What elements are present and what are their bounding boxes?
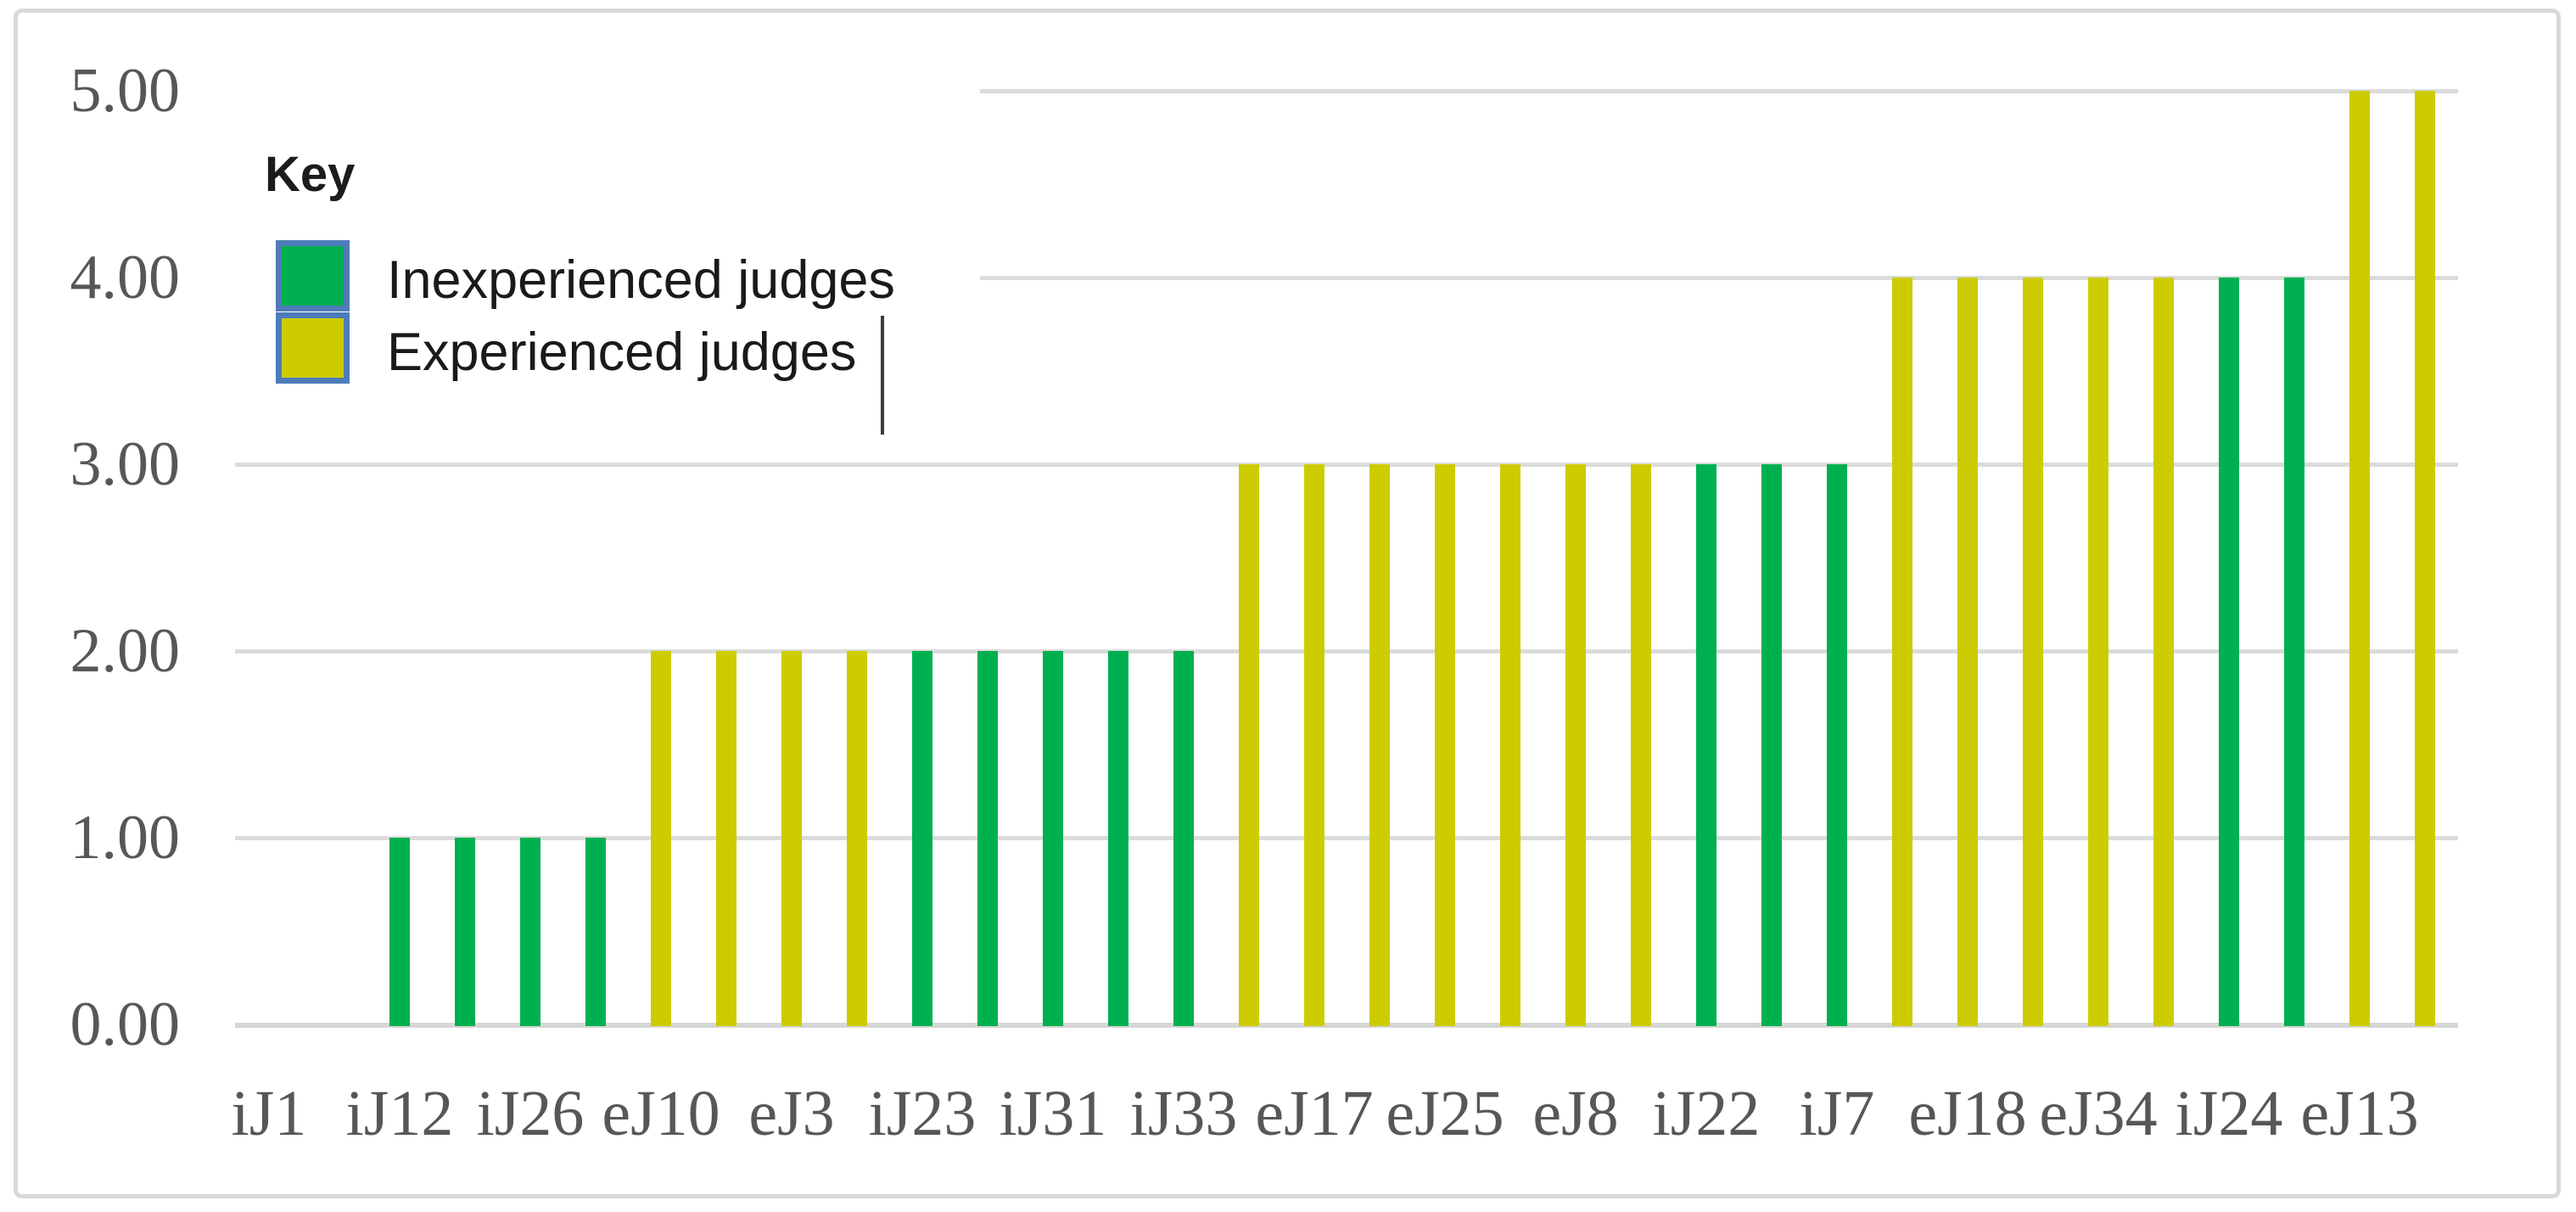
bar-iJ26 (520, 838, 540, 1026)
x-tick-label-iJ26: iJ26 (476, 1078, 585, 1149)
bar-iJ33 (1173, 651, 1194, 1026)
y-tick-label: 2.00 (70, 616, 181, 686)
x-tick-label-eJ34: eJ34 (2039, 1078, 2158, 1149)
x-tick-label-eJ18: eJ18 (1908, 1078, 2027, 1149)
bar (455, 838, 475, 1026)
x-tick-label-eJ8: eJ8 (1532, 1078, 1619, 1149)
y-tick-label: 5.00 (70, 56, 181, 126)
legend-item-inexperienced: Inexperienced judges (276, 240, 1039, 311)
bar (716, 651, 736, 1026)
gridline-y1 (235, 836, 2458, 840)
gridline-y5 (980, 89, 2458, 93)
legend-swatch-inexperienced (276, 240, 350, 311)
y-tick-label: 4.00 (70, 243, 181, 312)
x-tick-label-eJ17: eJ17 (1255, 1078, 1374, 1149)
x-tick-label-iJ1: iJ1 (231, 1078, 307, 1149)
x-tick-label-iJ33: iJ33 (1129, 1078, 1238, 1149)
bar (1500, 464, 1520, 1026)
bar-iJ22 (1696, 464, 1716, 1026)
text-cursor (881, 316, 884, 435)
bar (1108, 651, 1128, 1026)
bar-iJ24 (2219, 278, 2239, 1026)
x-tick-label-iJ31: iJ31 (999, 1078, 1107, 1149)
bar-iJ12 (389, 838, 410, 1026)
legend-swatch-experienced (276, 312, 350, 384)
y-tick-label: 1.00 (70, 803, 181, 873)
bar-iJ23 (912, 651, 932, 1026)
legend-label-experienced[interactable]: Experienced judges (387, 323, 857, 382)
bar-eJ8 (1565, 464, 1586, 1026)
bar-eJ34 (2088, 278, 2108, 1026)
x-tick-label-eJ13: eJ13 (2300, 1078, 2419, 1149)
bar (977, 651, 998, 1026)
x-tick-label-iJ24: iJ24 (2175, 1078, 2283, 1149)
bar-iJ7 (1827, 464, 1847, 1026)
x-tick-label-iJ7: iJ7 (1799, 1078, 1875, 1149)
x-tick-label-iJ23: iJ23 (868, 1078, 977, 1149)
bar (2284, 278, 2304, 1026)
gridline-y3 (235, 463, 2458, 467)
bar-eJ17 (1304, 464, 1324, 1026)
gridline-y4 (980, 276, 2458, 280)
bar (1239, 464, 1259, 1026)
bar (1761, 464, 1782, 1026)
gridline-y0 (235, 1023, 2458, 1028)
x-tick-label-iJ12: iJ12 (345, 1078, 454, 1149)
bar-eJ18 (1957, 278, 1978, 1026)
bar-eJ3 (781, 651, 802, 1026)
bar (585, 838, 606, 1026)
bar (2415, 91, 2435, 1026)
y-tick-label: 0.00 (70, 990, 181, 1059)
bar-iJ31 (1043, 651, 1063, 1026)
x-tick-label-iJ22: iJ22 (1652, 1078, 1761, 1149)
x-tick-label-eJ25: eJ25 (1386, 1078, 1504, 1149)
bar-eJ10 (651, 651, 671, 1026)
y-tick-label: 3.00 (70, 429, 181, 499)
bar (847, 651, 867, 1026)
legend-label-inexperienced[interactable]: Inexperienced judges (387, 250, 895, 310)
x-tick-label-eJ3: eJ3 (748, 1078, 835, 1149)
legend-item-experienced: Experienced judges (276, 312, 1039, 384)
bar (2153, 278, 2174, 1026)
bar (1369, 464, 1390, 1026)
legend-title: Key (265, 147, 356, 202)
bar-eJ25 (1435, 464, 1455, 1026)
gridline-y2 (235, 649, 2458, 654)
bar-eJ13 (2349, 91, 2370, 1026)
figure-border (14, 8, 2561, 1198)
bar (1892, 278, 1912, 1026)
bar (2023, 278, 2043, 1026)
x-tick-label-eJ10: eJ10 (602, 1078, 720, 1149)
bar (1631, 464, 1651, 1026)
